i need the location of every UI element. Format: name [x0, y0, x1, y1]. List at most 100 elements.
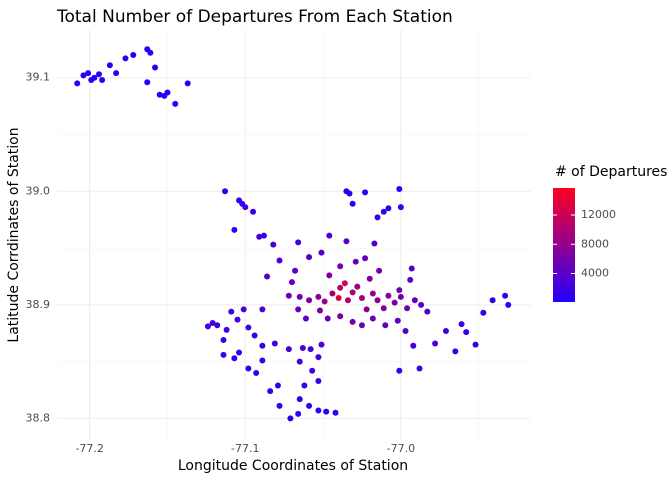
station-point — [85, 70, 92, 77]
station-point — [276, 257, 283, 264]
station-point — [346, 190, 353, 197]
station-point — [452, 348, 459, 355]
station-point — [287, 415, 294, 422]
y-tick-label: 39.0 — [26, 184, 51, 197]
station-point — [309, 367, 316, 374]
station-point — [407, 276, 414, 283]
station-point — [432, 340, 439, 347]
station-point — [416, 365, 423, 372]
station-point — [295, 306, 302, 313]
station-point — [214, 322, 221, 329]
station-point — [274, 382, 281, 389]
y-tick-label: 39.1 — [26, 71, 51, 84]
station-point — [472, 341, 479, 348]
x-tick-label: -77.1 — [231, 442, 259, 455]
station-point — [285, 346, 292, 353]
station-point — [307, 346, 314, 353]
station-point — [302, 315, 309, 322]
station-point — [349, 289, 356, 296]
station-point — [172, 100, 179, 107]
station-point — [113, 70, 120, 77]
station-point — [288, 279, 295, 286]
station-point — [394, 317, 401, 324]
station-point — [306, 297, 313, 304]
station-point — [106, 62, 113, 69]
station-point — [130, 51, 137, 58]
station-point — [369, 315, 376, 322]
station-point — [397, 293, 404, 300]
station-point — [96, 71, 103, 78]
station-point — [204, 323, 211, 330]
station-point — [352, 258, 359, 265]
station-point — [91, 74, 98, 81]
station-point — [228, 308, 235, 315]
station-point — [236, 349, 243, 356]
station-point — [292, 267, 299, 274]
station-point — [296, 293, 303, 300]
station-point — [354, 283, 361, 290]
station-point — [329, 290, 336, 297]
station-point — [337, 313, 344, 320]
station-point — [489, 297, 496, 304]
station-point — [316, 307, 323, 314]
station-point — [349, 318, 356, 325]
station-point — [337, 263, 344, 270]
station-point — [220, 337, 227, 344]
legend-title: # of Departures — [555, 164, 667, 180]
station-point — [259, 306, 266, 313]
chart-title: Total Number of Departures From Each Sta… — [56, 7, 453, 27]
station-point — [222, 188, 229, 195]
station-point — [380, 305, 387, 312]
colorbar-label: 4000 — [581, 267, 609, 280]
station-point — [411, 297, 418, 304]
station-point — [332, 409, 339, 416]
station-point — [363, 306, 370, 313]
x-tick-label: -77.0 — [387, 442, 415, 455]
station-point — [285, 292, 292, 299]
station-point — [371, 240, 378, 247]
station-point — [250, 208, 257, 215]
station-point — [306, 254, 313, 261]
station-point — [80, 72, 87, 79]
station-point — [321, 298, 328, 305]
station-point — [295, 239, 302, 246]
station-point — [402, 327, 409, 334]
station-point — [315, 377, 322, 384]
station-point — [271, 340, 278, 347]
station-point — [397, 204, 404, 211]
station-point — [358, 295, 365, 302]
station-point — [341, 280, 348, 287]
station-point — [147, 49, 154, 56]
colorbar-label: 8000 — [581, 237, 609, 250]
station-point — [396, 287, 403, 294]
station-point — [376, 267, 383, 274]
station-point — [374, 297, 381, 304]
station-point — [299, 345, 306, 352]
station-point — [209, 320, 216, 327]
y-axis-title: Latitude Corrdinates of Station — [6, 127, 22, 342]
station-point — [343, 238, 350, 245]
station-point — [408, 265, 415, 272]
station-point — [242, 204, 249, 211]
station-point — [410, 342, 417, 349]
station-point — [164, 89, 171, 96]
station-point — [315, 293, 322, 300]
station-point — [349, 200, 356, 207]
station-point — [231, 355, 238, 362]
station-point — [306, 402, 313, 409]
station-point — [358, 322, 365, 329]
grid — [57, 30, 530, 440]
station-point — [231, 226, 238, 233]
station-point — [251, 332, 258, 339]
x-axis-title: Longitude Coordinates of Station — [178, 458, 408, 474]
station-point — [270, 241, 277, 248]
x-tick-label: -77.2 — [75, 442, 103, 455]
station-point — [366, 275, 373, 282]
station-point — [385, 292, 392, 299]
station-point — [260, 232, 267, 239]
station-point — [396, 186, 403, 193]
station-point — [234, 316, 241, 323]
station-point — [122, 55, 129, 62]
station-point — [240, 306, 247, 313]
